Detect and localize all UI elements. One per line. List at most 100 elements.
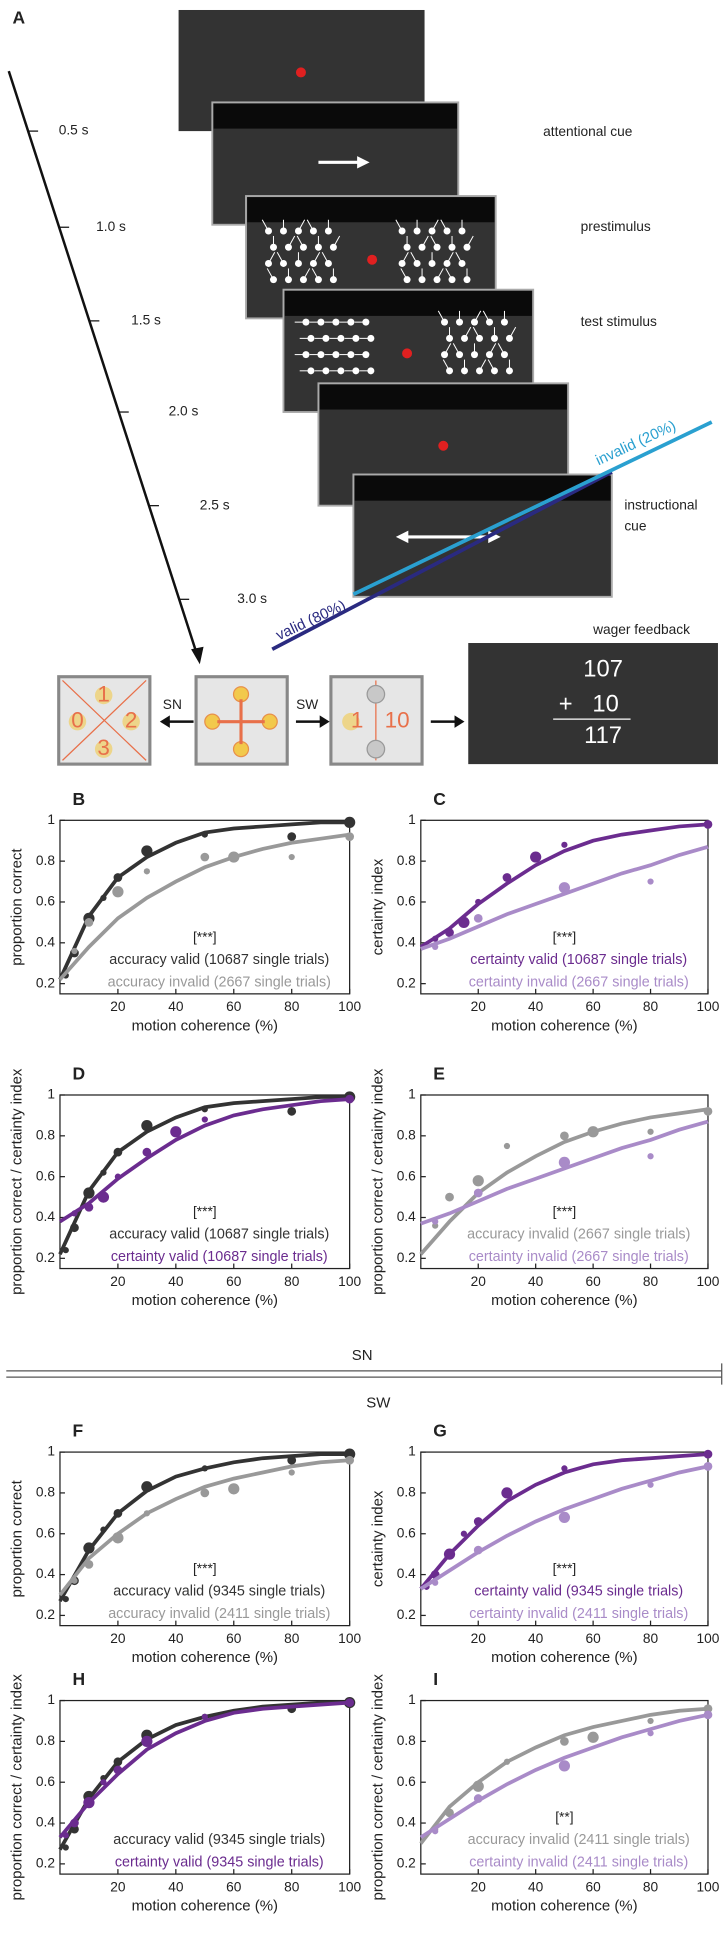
panel-label: B (72, 789, 85, 809)
plot-frame (420, 819, 709, 995)
y-tick-label: 0.8 (397, 1485, 416, 1500)
motion-trail (437, 310, 445, 323)
motion-trail (474, 310, 482, 323)
motion-dot (433, 243, 441, 251)
data-point (473, 913, 483, 923)
x-tick-label: 100 (697, 1631, 720, 1646)
data-point (71, 1210, 78, 1217)
motion-trail (410, 251, 418, 264)
motion-dot (433, 276, 441, 284)
legend-entry: accuracy valid (9345 single trials) (113, 1584, 325, 1600)
motion-dot (456, 351, 464, 359)
data-point (113, 873, 123, 882)
fit-curve (419, 1107, 709, 1256)
y-tick-label: 0.6 (36, 1774, 55, 1789)
data-point (445, 1808, 454, 1818)
x-tick-label: 20 (471, 1631, 487, 1646)
x-tick-label: 80 (643, 999, 659, 1014)
plot-frame (59, 1699, 351, 1875)
y-tick-label: 0.6 (36, 894, 55, 909)
motion-dot (398, 227, 406, 235)
data-point (100, 1169, 107, 1176)
x-tick-label: 60 (585, 1879, 601, 1894)
data-point (558, 1760, 571, 1772)
coin (94, 740, 113, 758)
timeline-arrowhead (191, 646, 204, 665)
y-tick-label: 0.6 (397, 894, 416, 909)
y-tick-label: 0.2 (397, 1856, 416, 1871)
fit-curve (420, 845, 709, 951)
data-point (558, 1156, 571, 1168)
motion-trail (444, 343, 452, 355)
motion-dot (337, 334, 345, 342)
fit-curve (420, 1119, 709, 1226)
motion-dot (403, 276, 411, 284)
y-tick-label: 0.4 (397, 1566, 416, 1581)
motion-dot (302, 351, 310, 359)
y-tick-label: 1 (408, 1692, 416, 1707)
data-point (473, 1794, 483, 1803)
panel-label: D (72, 1064, 85, 1084)
screen-shadow (319, 384, 567, 410)
data-point (62, 1247, 69, 1254)
y-tick-label: 1 (47, 812, 55, 827)
data-point (287, 1455, 297, 1465)
data-point (201, 1106, 208, 1113)
y-axis-label: proportion correct / certainty index (8, 1674, 25, 1901)
x-tick-label: 20 (110, 1879, 126, 1894)
data-point (445, 1192, 454, 1202)
divider-label: SW (366, 1394, 391, 1411)
data-point (703, 1710, 713, 1720)
x-tick-label: 60 (226, 1274, 242, 1289)
fit-curve (58, 1097, 350, 1224)
motion-trail (446, 251, 454, 264)
x-tick-label: 60 (226, 1631, 242, 1646)
data-point (647, 878, 654, 885)
y-tick-label: 0.4 (397, 934, 416, 949)
y-tick-label: 0.4 (397, 1209, 416, 1224)
data-point (97, 1191, 110, 1203)
wager-digit: 3 (97, 735, 110, 760)
data-point (703, 1462, 713, 1471)
x-tick-label: 100 (697, 1274, 720, 1289)
motion-dot (500, 351, 508, 359)
coin (366, 739, 386, 759)
motion-dot (362, 351, 370, 359)
plot-frame (59, 1094, 351, 1270)
significance: [**] (555, 1810, 573, 1825)
data-point (100, 1526, 107, 1533)
data-point (83, 1797, 95, 1809)
motion-dot (441, 318, 449, 326)
motion-dot (475, 334, 483, 342)
wager-digit: 10 (385, 708, 410, 733)
instr-arrowhead (395, 530, 501, 544)
significance: [***] (553, 929, 577, 944)
motion-dot (352, 334, 360, 342)
fit-curve (58, 832, 350, 981)
data-point (703, 1106, 713, 1116)
motion-dot (362, 318, 370, 326)
data-point (460, 1530, 468, 1537)
motion-dot (446, 367, 454, 375)
legend-entry: accuracy invalid (2667 single trials) (108, 974, 331, 990)
data-point (345, 832, 355, 842)
y-axis-label: proportion correct / certainty index (8, 1068, 25, 1295)
y-tick-label: 0.8 (397, 1733, 416, 1748)
time-label: 1.0 s (96, 219, 126, 234)
x-tick-label: 20 (471, 999, 487, 1014)
fit-curve (419, 1706, 709, 1845)
plot-frame (420, 1699, 709, 1875)
y-tick-label: 0.4 (36, 1815, 55, 1830)
data-point (647, 1128, 654, 1135)
plot-frame (420, 1451, 709, 1627)
x-tick-label: 40 (168, 1631, 184, 1646)
y-tick-label: 0.4 (397, 1815, 416, 1830)
x-tick-label: 80 (643, 1879, 659, 1894)
significance: [***] (553, 1204, 577, 1219)
y-axis-label: proportion correct / certainty index (369, 1068, 386, 1295)
data-point (432, 935, 439, 942)
significance: [***] (193, 929, 217, 944)
legend-entry: certainty invalid (2411 single trials) (469, 1606, 688, 1622)
motion-trail (452, 343, 460, 355)
x-axis-label: motion coherence (%) (491, 1649, 637, 1666)
